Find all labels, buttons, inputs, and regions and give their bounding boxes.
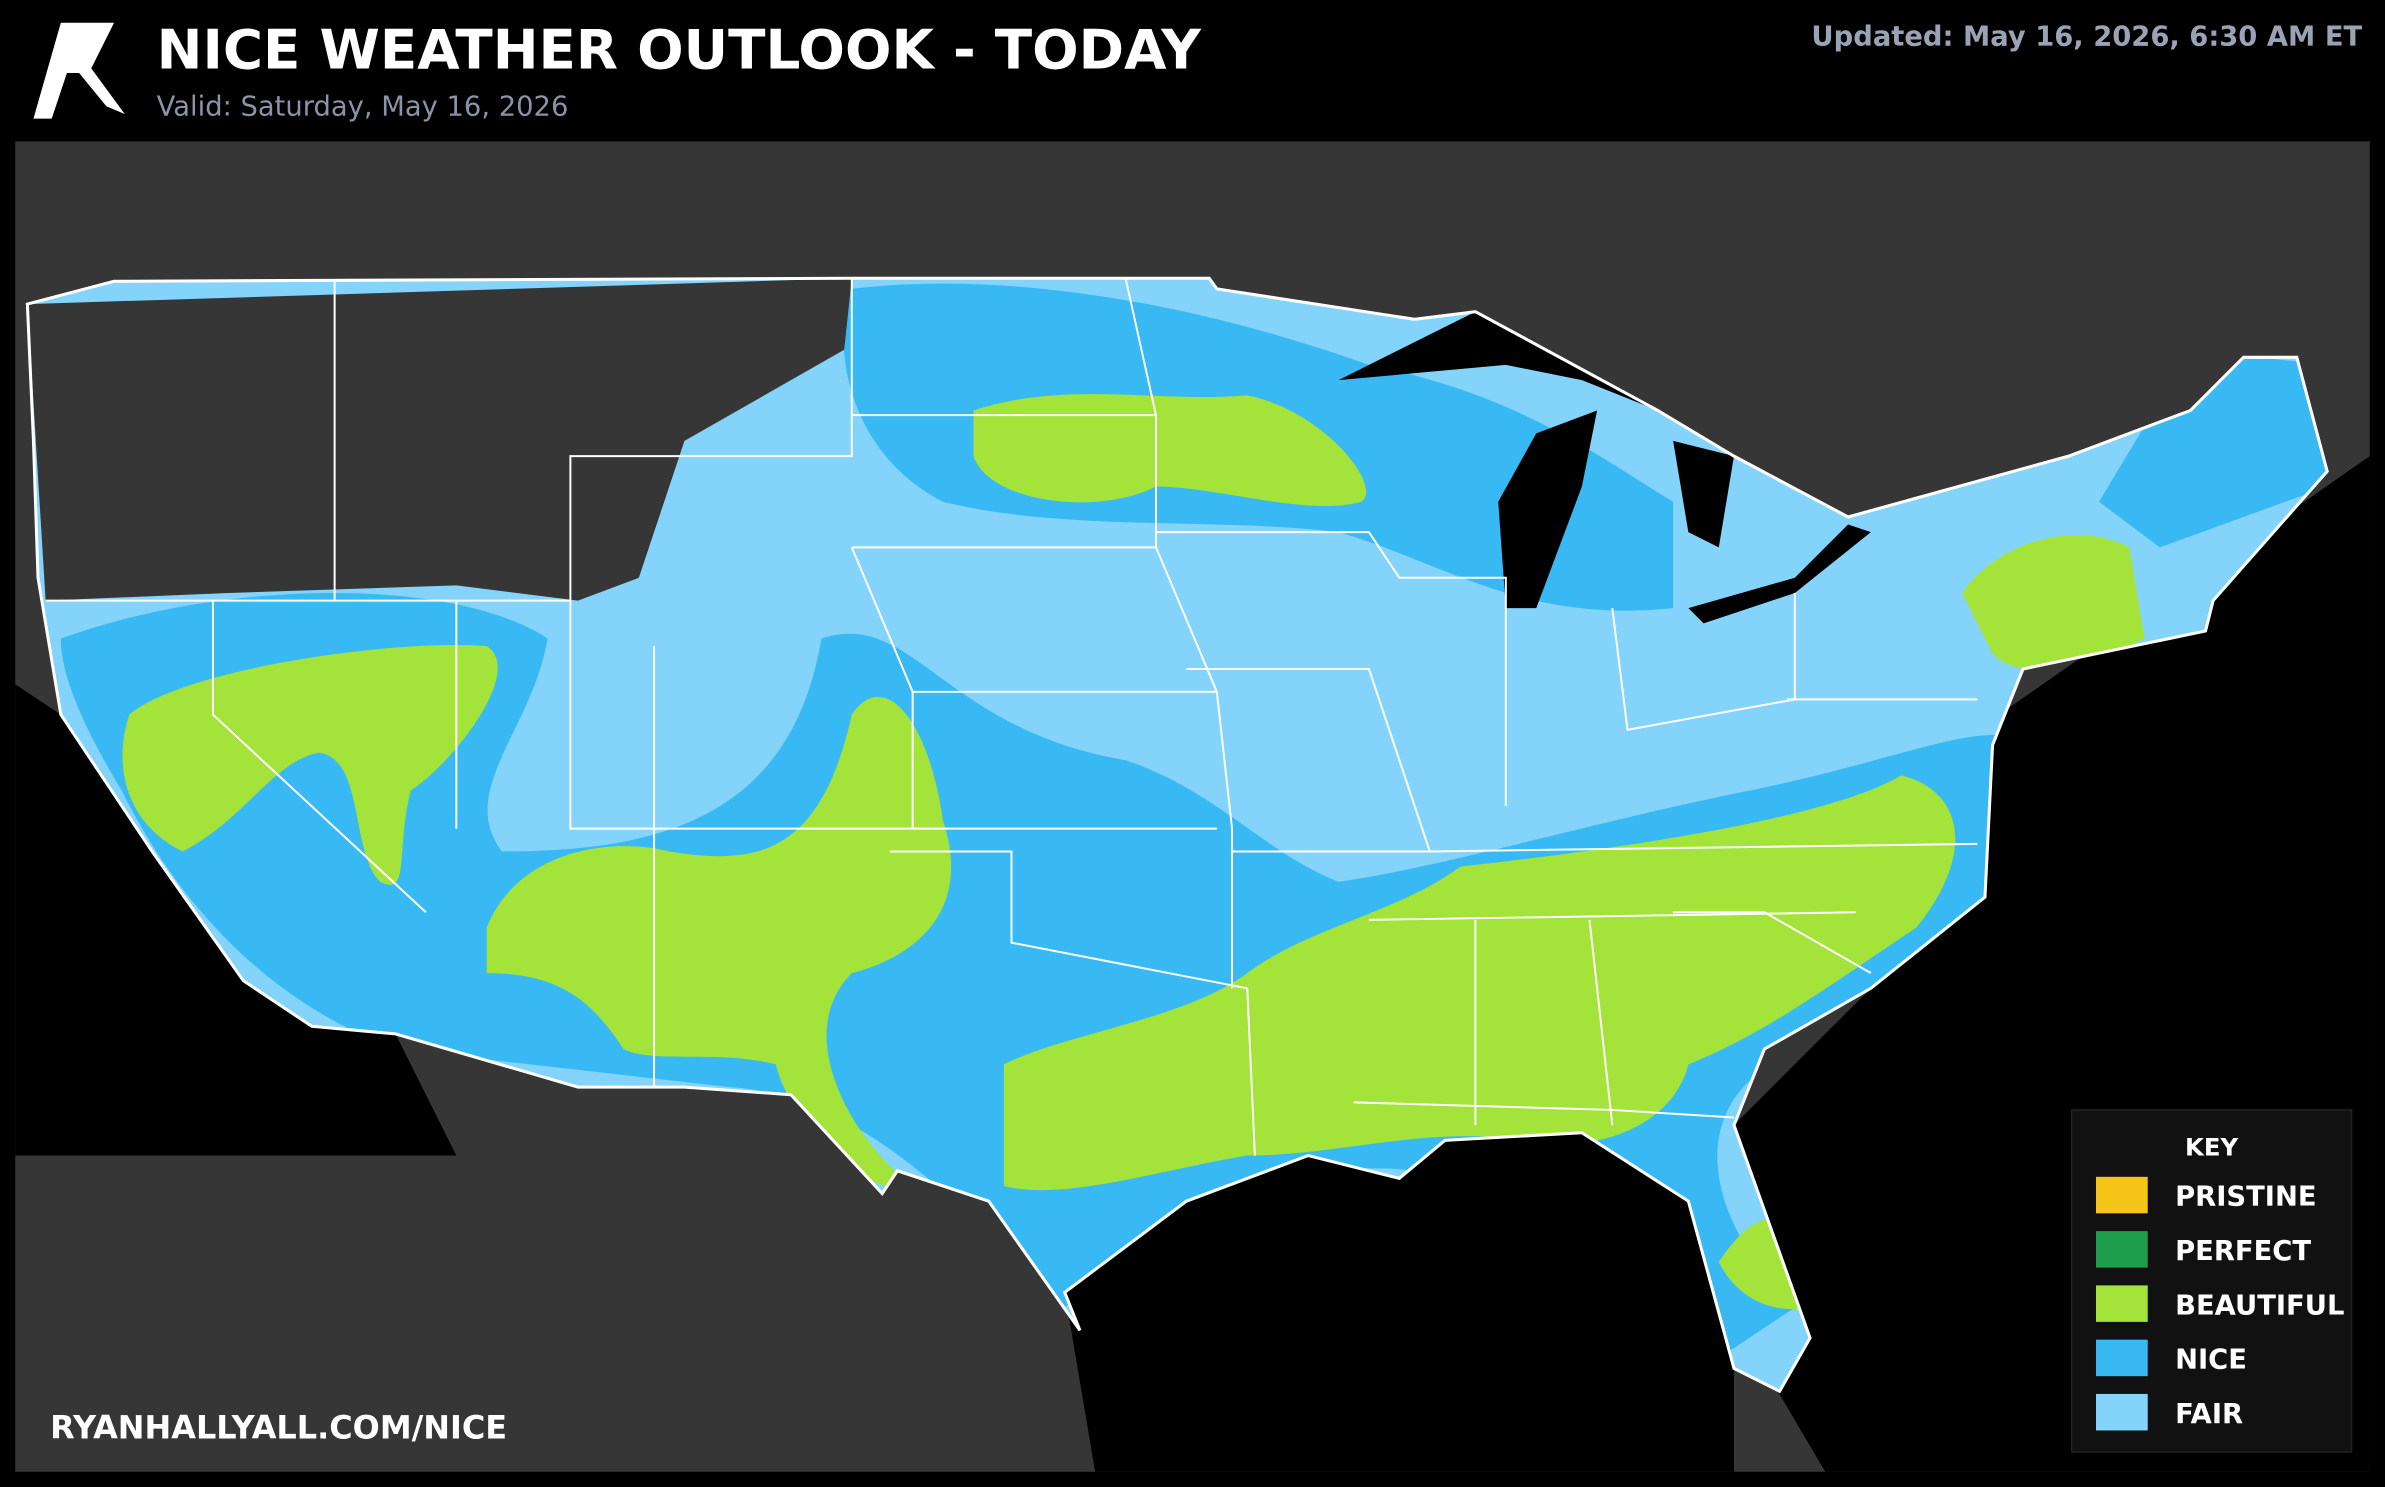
beautiful-region <box>122 645 498 885</box>
beautiful-region <box>1962 535 2145 671</box>
gulf-of-mexico <box>988 1132 1734 1472</box>
footer-url: RYANHALLYALL.COM/NICE <box>50 1408 507 1446</box>
legend-swatch <box>2096 1231 2148 1268</box>
legend-label: BEAUTIFUL <box>2175 1290 2344 1321</box>
beautiful-region <box>973 394 1367 507</box>
legend-swatch <box>2096 1285 2148 1322</box>
legend-swatch <box>2096 1339 2148 1377</box>
lake-michigan <box>1498 410 1598 609</box>
updated-time: Updated: May 16, 2026, 6:30 AM ET <box>1811 22 2362 53</box>
lake-superior <box>1338 311 1658 411</box>
pacific-ocean <box>15 684 457 1156</box>
legend-swatch <box>2096 1393 2148 1431</box>
legend-swatch <box>2096 1176 2148 1214</box>
legend: KEY PRISTINE PERFECT BEAUTIFUL NICE FAIR <box>2070 1109 2353 1453</box>
legend-label: FAIR <box>2175 1399 2243 1430</box>
state-lines <box>45 278 1978 1156</box>
lake-erie <box>1688 524 1871 624</box>
no-rating-region <box>27 278 852 601</box>
beautiful-region <box>1003 775 1956 1191</box>
legend-label: PRISTINE <box>2175 1182 2316 1213</box>
legend-label: PERFECT <box>2175 1236 2311 1267</box>
logo <box>33 22 125 119</box>
lake-huron <box>1673 440 1734 548</box>
title: NICE WEATHER OUTLOOK - TODAY <box>157 17 1203 81</box>
beautiful-region <box>486 696 952 1188</box>
legend-title: KEY <box>2185 1133 2238 1162</box>
nice-region <box>2099 349 2328 548</box>
us-border <box>25 276 2329 1394</box>
subtitle: Valid: Saturday, May 16, 2026 <box>157 92 569 123</box>
legend-label: NICE <box>2175 1345 2247 1376</box>
